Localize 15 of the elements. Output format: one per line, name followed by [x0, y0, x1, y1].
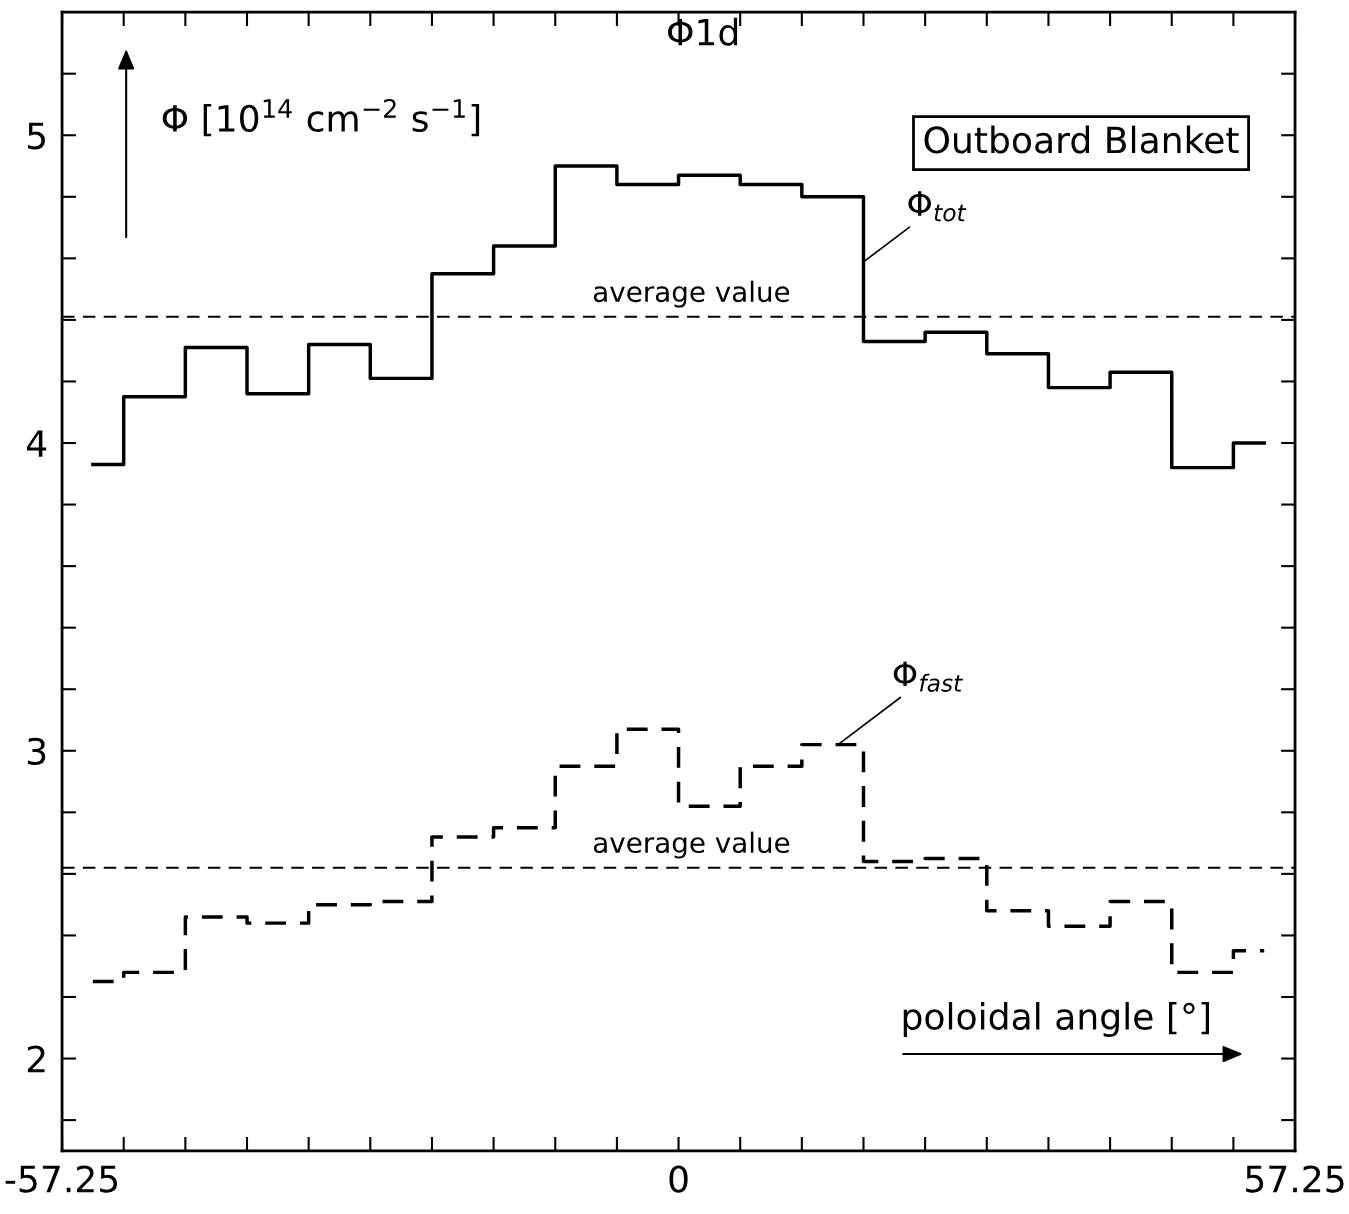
- y-axis-title: Φ [10$^{14}$ cm$^{−2}$ s$^{−1}$]: [162, 98, 480, 137]
- y-tick-label: 5: [27, 122, 46, 150]
- y-tick-label: 3: [27, 737, 46, 766]
- x-tick-label: 57.25: [1246, 1165, 1344, 1193]
- x-axis-title: poloidal angle [°]: [903, 1002, 1210, 1037]
- ref-line-label: average value: [593, 831, 790, 859]
- series-label: Φ$_{tot}$: [908, 191, 967, 222]
- y-tick-label: 2: [27, 1045, 45, 1073]
- x-tick-label: 0: [669, 1165, 688, 1193]
- annotation: Outboard Blanket: [924, 125, 1239, 154]
- ref-line-label: average value: [593, 280, 790, 308]
- series-label: Φ$_{fast}$: [893, 661, 963, 692]
- chart-title: Φ1d: [668, 17, 738, 46]
- y-tick-label: 4: [26, 430, 47, 457]
- x-tick-label: -57.25: [5, 1165, 118, 1193]
